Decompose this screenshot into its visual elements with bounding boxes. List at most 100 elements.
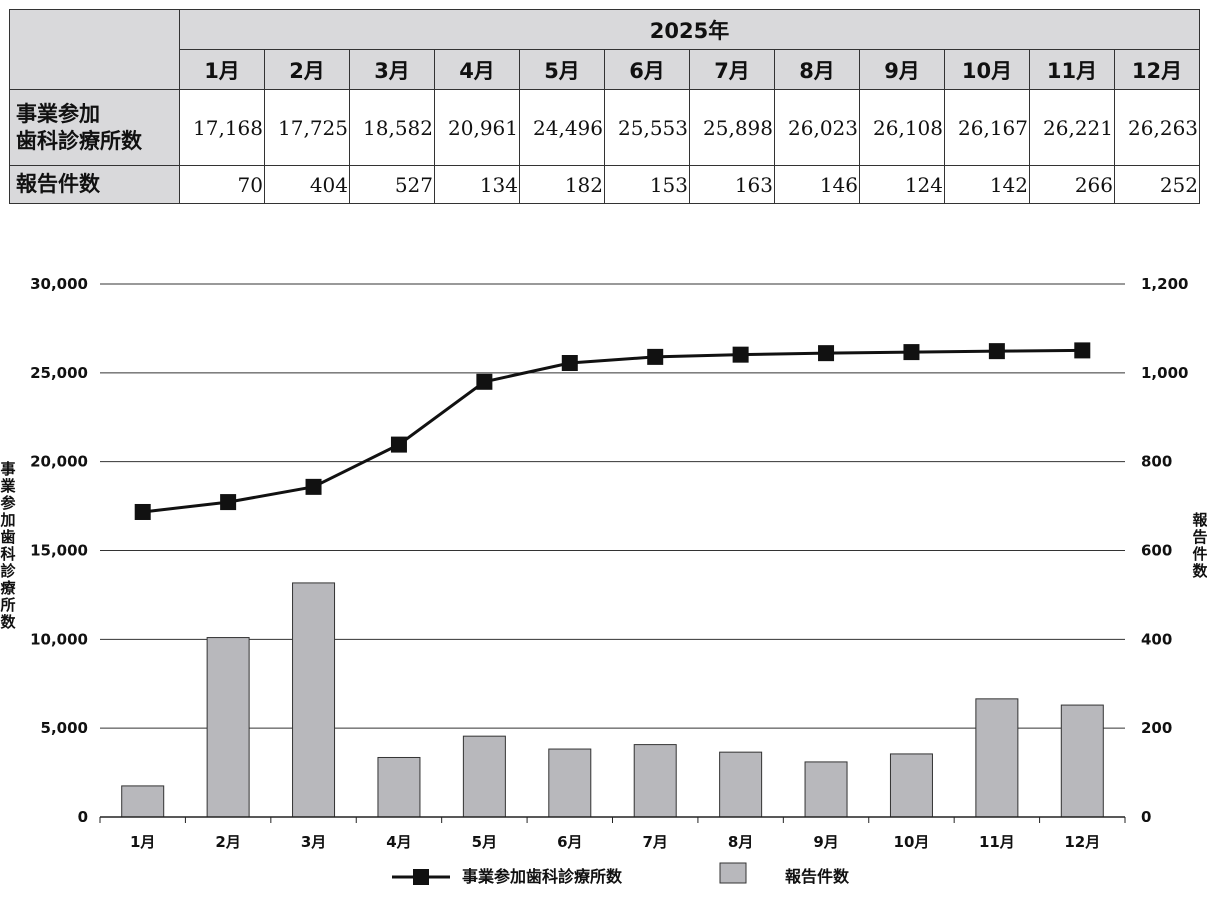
right-axis-tick-label: 200 (1141, 719, 1172, 737)
table-month-header: 4月 (434, 49, 520, 90)
line-point-marker (561, 355, 578, 372)
right-axis-title: 報告件数 (1192, 511, 1207, 580)
table-month-header: 12月 (1113, 49, 1201, 90)
data-table: 2025年 1月 2月 3月 4月 5月 6月 7月 8月 9月 10月 11月 12月 事業参加 歯科診療… (9, 9, 1201, 204)
line-point-marker (305, 478, 322, 495)
combo-chart: 0 5,000 10,000 15,000 20,000 25,000 30,000 0 200… (0, 275, 1207, 886)
bar (975, 698, 1019, 818)
table-cell: 20,961 (434, 89, 520, 166)
x-axis-tick-label: 11月 (979, 833, 1015, 851)
table-cell: 163 (689, 165, 775, 204)
left-axis-tick-label: 0 (78, 808, 88, 826)
table-month-header: 7月 (689, 49, 775, 90)
legend-line-label: 事業参加歯科診療所数 (462, 867, 623, 886)
x-axis-tick-label: 9月 (813, 833, 838, 851)
bar (206, 637, 250, 818)
table-cell: 26,221 (1029, 89, 1115, 166)
right-axis-tick-label: 1,200 (1141, 275, 1188, 293)
line-point-marker (903, 344, 920, 361)
table-cell: 146 (774, 165, 860, 204)
table-month-header: 1月 (179, 49, 265, 90)
right-axis-tick-label: 1,000 (1141, 364, 1188, 382)
row-header-line: 事業参加 (16, 101, 100, 126)
table-month-header: 5月 (519, 49, 605, 90)
left-axis-tick-label: 5,000 (41, 719, 88, 737)
table-cell: 404 (264, 165, 350, 204)
right-axis-tick-label: 400 (1141, 630, 1172, 648)
table-cell: 26,167 (944, 89, 1030, 166)
line-point-marker (1074, 342, 1091, 359)
table-cell: 17,725 (264, 89, 350, 166)
line-series (142, 348, 1083, 514)
data-table-container: 2025年 1月 2月 3月 4月 5月 6月 7月 8月 9月 10月 11月 12月 事業参加 歯科診療… (9, 9, 1201, 204)
table-cell: 24,496 (519, 89, 605, 166)
legend-line-marker (413, 869, 429, 885)
x-axis-tick-label: 2月 (215, 833, 240, 851)
table-cell: 17,168 (179, 89, 265, 166)
left-axis-tick-label: 15,000 (30, 542, 88, 560)
bar (462, 735, 506, 818)
table-cell: 153 (604, 165, 690, 204)
table-cell: 182 (519, 165, 605, 204)
line-point-marker (220, 494, 237, 511)
table-month-header: 3月 (349, 49, 435, 90)
x-axis-tick-label: 4月 (386, 833, 411, 851)
bar (121, 785, 165, 818)
line-point-marker (134, 503, 151, 520)
table-cell: 527 (349, 165, 435, 204)
row-header-line: 歯科診療所数 (16, 128, 142, 153)
bar (804, 761, 848, 818)
table-cell: 134 (434, 165, 520, 204)
bar (377, 756, 421, 818)
table-cell: 70 (179, 165, 265, 204)
legend-bar-swatch (719, 862, 747, 884)
line-point-marker (818, 345, 835, 362)
table-cell: 26,023 (774, 89, 860, 166)
x-axis-tick-label: 12月 (1064, 833, 1100, 851)
line-point-marker (476, 373, 493, 390)
table-cell: 26,108 (859, 89, 945, 166)
bar (633, 744, 677, 818)
table-corner-cell (9, 9, 180, 90)
line-point-marker (988, 343, 1005, 360)
line-point-marker (647, 348, 664, 365)
table-row: 事業参加 歯科診療所数 17,168 17,725 18,582 20,961 24,496… (9, 89, 1201, 166)
table-month-header: 8月 (774, 49, 860, 90)
bar (548, 748, 592, 818)
table-cell: 26,263 (1113, 89, 1201, 166)
table-cell: 18,582 (349, 89, 435, 166)
right-axis-tick-label: 800 (1141, 453, 1172, 471)
table-row: 報告件数 70 404 527 134 182 153 163 146 124 142 266 252 (9, 165, 1201, 204)
table-year-header: 2025年 (178, 9, 1201, 50)
right-axis-tick-label: 600 (1141, 542, 1172, 560)
left-axis-tick-label: 20,000 (30, 453, 88, 471)
right-axis-tick-label: 0 (1141, 808, 1151, 826)
table-cell: 252 (1113, 165, 1201, 204)
table-header-row-months: 1月 2月 3月 4月 5月 6月 7月 8月 9月 10月 11月 12月 (10, 49, 1201, 90)
line-point-marker (390, 436, 407, 453)
x-axis-tick-label: 8月 (728, 833, 753, 851)
table-cell: 25,898 (689, 89, 775, 166)
x-axis-tick-label: 7月 (642, 833, 667, 851)
table-month-header: 10月 (944, 49, 1030, 90)
x-axis-tick-label: 5月 (472, 833, 497, 851)
bar (889, 753, 933, 818)
table-month-header: 2月 (264, 49, 350, 90)
line-point-marker (732, 346, 749, 363)
table-cell: 266 (1029, 165, 1115, 204)
table-row-header: 事業参加 歯科診療所数 (9, 89, 180, 166)
x-axis-tick-label: 3月 (301, 833, 326, 851)
bar (292, 582, 336, 818)
bar (1060, 704, 1104, 818)
left-axis-title: 事業参加歯科診療所数 (0, 460, 16, 631)
legend-bar-label: 報告件数 (785, 867, 850, 886)
x-axis-tick-label: 10月 (894, 833, 930, 851)
x-axis-tick-label: 6月 (557, 833, 582, 851)
table-cell: 25,553 (604, 89, 690, 166)
x-axis-tick-label: 1月 (130, 833, 155, 851)
table-header-row-year: 2025年 (9, 9, 1201, 90)
bar (719, 751, 763, 818)
table-month-header: 11月 (1029, 49, 1115, 90)
table-month-header: 9月 (859, 49, 945, 90)
row-header-line: 報告件数 (16, 172, 100, 196)
